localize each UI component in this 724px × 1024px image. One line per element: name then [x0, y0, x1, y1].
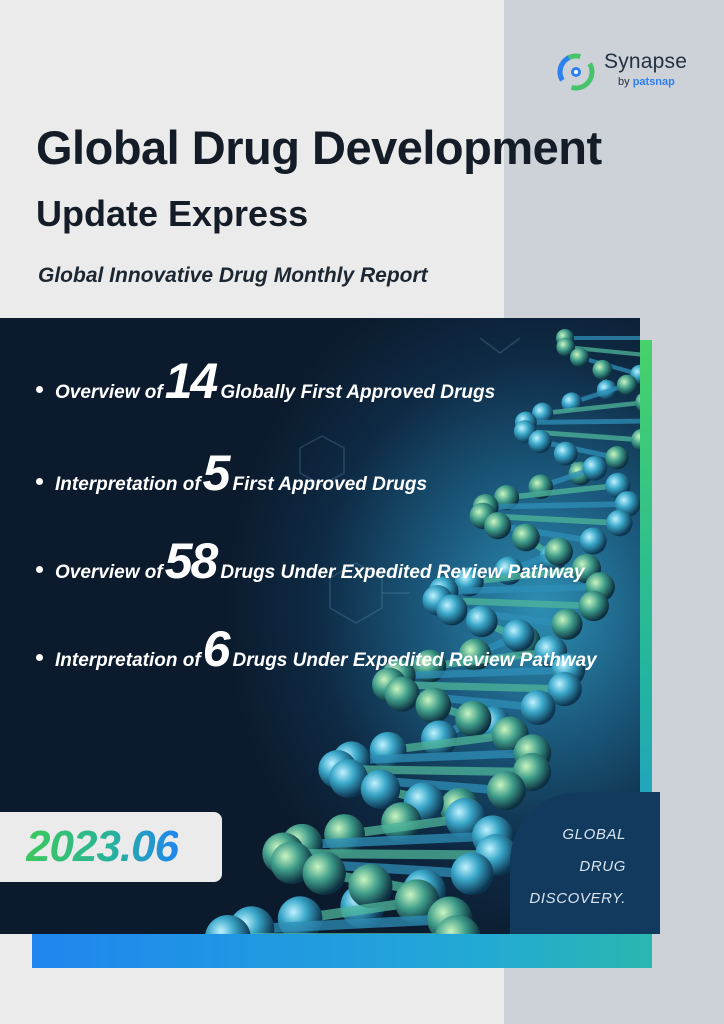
highlight-number: 5	[203, 445, 229, 501]
bullet-dot	[36, 566, 43, 573]
dna-bead	[617, 375, 638, 396]
dna-bead	[528, 430, 551, 453]
report-subtitle: Global Innovative Drug Monthly Report	[38, 264, 428, 288]
dna-rung	[540, 441, 617, 457]
highlight-suffix: Globally First Approved Drugs	[220, 382, 495, 403]
report-date-badge: 2023.06	[0, 812, 222, 882]
accent-bottom-bar	[32, 934, 652, 968]
highlight-item-2: Interpretation of5First Approved Drugs	[36, 444, 427, 502]
tagline-line-1: GLOBAL	[562, 826, 626, 843]
highlight-item-1: Overview of14Globally First Approved Dru…	[36, 352, 495, 410]
dna-bead	[521, 690, 556, 725]
report-date: 2023.06	[26, 822, 178, 872]
dna-rung	[486, 504, 628, 507]
dna-rung	[526, 421, 640, 422]
dna-bead	[302, 852, 345, 895]
highlight-suffix: Drugs Under Expedited Review Pathway	[220, 562, 584, 583]
dna-bead	[605, 446, 628, 469]
dna-bead	[361, 770, 400, 809]
dna-bead	[455, 701, 491, 737]
dna-bead	[451, 852, 494, 895]
synapse-logo: Synapse by patsnap	[556, 48, 706, 92]
highlight-suffix: Drugs Under Expedited Review Pathway	[232, 650, 596, 671]
dna-rung	[543, 402, 640, 413]
dna-bead	[324, 814, 365, 855]
dna-bead	[579, 591, 609, 621]
dna-bead	[554, 442, 578, 466]
dna-bead	[592, 360, 612, 380]
bullet-dot	[36, 654, 43, 661]
highlight-number: 14	[165, 353, 217, 409]
tagline-line-2: DRUG	[579, 858, 626, 875]
highlight-item-3: Overview of58Drugs Under Expedited Revie…	[36, 532, 585, 590]
dna-bead	[631, 429, 640, 452]
highlight-prefix: Overview of	[55, 562, 163, 583]
highlight-number: 58	[165, 533, 217, 589]
report-title-line1: Global Drug Development	[36, 120, 602, 175]
dna-bead	[570, 348, 589, 367]
highlight-prefix: Interpretation of	[55, 650, 201, 671]
tagline-line-3: DISCOVERY.	[529, 890, 626, 907]
dna-bead	[416, 687, 452, 723]
brand-by-prefix: by	[618, 76, 633, 88]
tagline-badge: GLOBAL DRUG DISCOVERY.	[510, 792, 660, 934]
bullet-dot	[36, 386, 43, 393]
highlight-suffix: First Approved Drugs	[232, 474, 427, 495]
bullet-dot	[36, 478, 43, 485]
highlight-prefix: Overview of	[55, 382, 163, 403]
dna-bead	[635, 392, 640, 413]
report-title-line2: Update Express	[36, 193, 308, 235]
highlight-prefix: Interpretation of	[55, 474, 201, 495]
dna-bead	[606, 510, 632, 536]
synapse-logo-mark-icon	[556, 52, 596, 92]
dna-bead	[582, 456, 607, 481]
highlight-number: 6	[203, 621, 229, 677]
dna-rung	[507, 485, 618, 497]
highlight-item-4: Interpretation of6Drugs Under Expedited …	[36, 620, 597, 678]
brand-name: Synapse	[604, 50, 687, 74]
dna-bead	[487, 771, 526, 810]
dna-bead	[385, 677, 420, 712]
brand-byline: by patsnap	[618, 76, 675, 88]
brand-by-company: patsnap	[633, 76, 675, 88]
